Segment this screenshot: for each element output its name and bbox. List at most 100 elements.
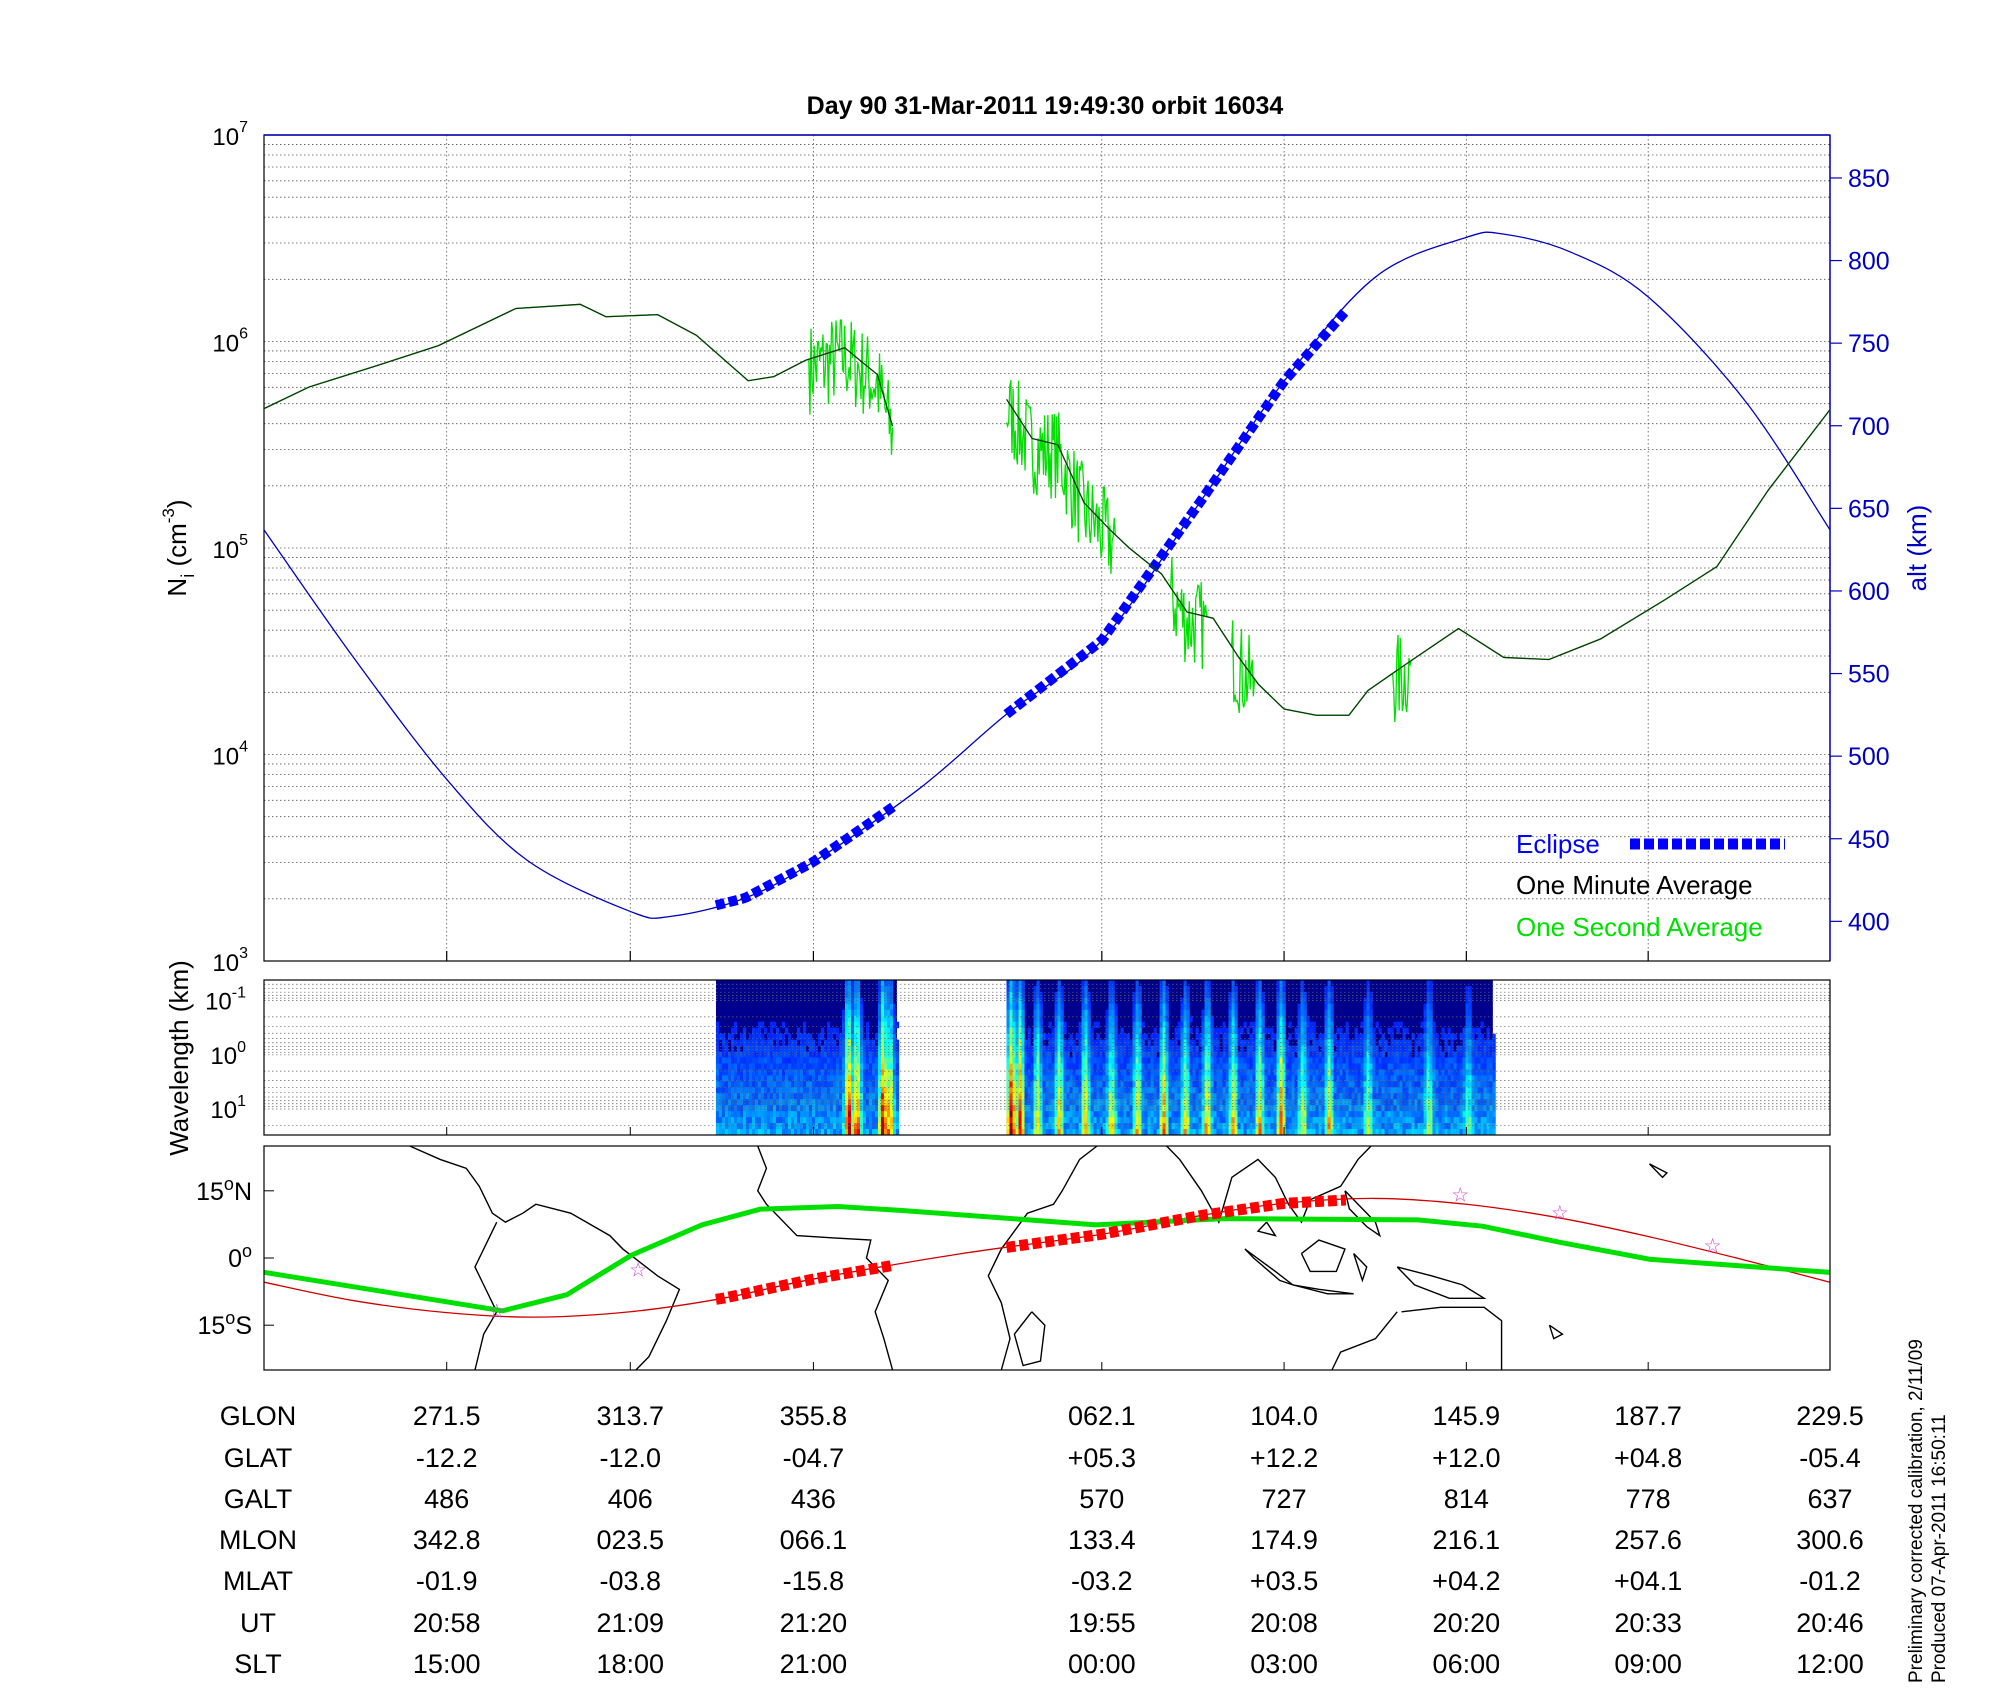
spectrogram-cell <box>1390 1117 1394 1124</box>
spectrogram-cell <box>1477 1051 1481 1058</box>
spectrogram-cell <box>1096 1081 1100 1088</box>
spectrogram-cell <box>1060 1039 1064 1047</box>
spectrogram-cell <box>808 1093 813 1100</box>
spectrogram-cell <box>856 1045 861 1053</box>
spectrogram-cell <box>841 1099 846 1106</box>
spectrogram-cell <box>1093 1069 1097 1076</box>
spectrogram-cell <box>736 1123 741 1130</box>
spectrogram-cell <box>1402 1063 1406 1070</box>
spectrogram-cell <box>1033 1069 1037 1076</box>
spectrogram-cell <box>1402 1123 1406 1130</box>
spectrogram-cell <box>1093 1075 1097 1082</box>
spectrogram-cell <box>874 1123 879 1130</box>
spectrogram-cell <box>1156 1087 1160 1094</box>
spectrogram-cell <box>1105 1039 1109 1047</box>
spectrogram-cell <box>1258 1057 1262 1064</box>
spectrogram-cell <box>1432 1087 1436 1094</box>
spectrogram-cell <box>1111 997 1115 1005</box>
spectrogram-cell <box>799 1111 804 1118</box>
spectrogram-cell <box>1198 1123 1202 1130</box>
spectrogram-cell <box>1333 1075 1337 1082</box>
spectrogram-cell <box>1453 1111 1457 1118</box>
spectrogram-cell <box>1087 1075 1091 1082</box>
spectrogram-cell <box>1276 1087 1280 1094</box>
spectrogram-cell <box>1453 1123 1457 1130</box>
spectrogram-cell <box>1231 980 1235 987</box>
spectrogram-cell <box>1243 1057 1247 1064</box>
spectrogram-cell <box>1411 1087 1415 1094</box>
spectrogram-cell <box>859 1093 864 1100</box>
spectrogram-cell <box>1066 1129 1070 1136</box>
spectrogram-cell <box>826 1123 831 1130</box>
spectrogram-cell <box>1411 1123 1415 1130</box>
spectrogram-cell <box>1363 1063 1367 1070</box>
spectrogram-cell <box>1480 1123 1484 1130</box>
spectrogram-cell <box>1318 1033 1322 1041</box>
spectrogram-cell <box>763 1063 768 1070</box>
spectrogram-cell <box>1348 1075 1352 1082</box>
spectrogram-cell <box>1012 1003 1016 1011</box>
spectrogram-cell <box>760 1099 765 1106</box>
spectrogram-cell <box>763 1099 768 1106</box>
spectrogram-cell <box>784 1045 789 1053</box>
spectrogram-cell <box>1480 1111 1484 1118</box>
spectrogram-cell <box>1234 1117 1238 1124</box>
spectrogram-cell <box>787 1033 792 1041</box>
spectrogram-cell <box>880 1045 885 1053</box>
spectrogram-cell <box>1087 1099 1091 1106</box>
spectrogram-cell <box>1360 1063 1364 1070</box>
spectrogram-cell <box>1456 1051 1460 1058</box>
spectrogram-cell <box>1153 1111 1157 1118</box>
spectrogram-cell <box>1132 1081 1136 1088</box>
spectrogram-cell <box>1132 1039 1136 1047</box>
spectrogram-cell <box>1345 1045 1349 1053</box>
spectrogram-cell <box>1261 1117 1265 1124</box>
spectrogram-cell <box>1300 1057 1304 1064</box>
spectrogram-cell <box>757 1027 762 1035</box>
spectrogram-cell <box>1096 1075 1100 1082</box>
spectrogram-cell <box>1099 1045 1103 1053</box>
spectrogram-cell <box>1477 1027 1481 1035</box>
spectrogram-cell <box>1237 1093 1241 1100</box>
spectrogram-cell <box>1207 1111 1211 1118</box>
spectrogram-cell <box>727 1051 732 1058</box>
spectrogram-cell <box>886 1009 891 1017</box>
spectrogram-cell <box>850 1009 855 1017</box>
spectrogram-cell <box>1138 1009 1142 1017</box>
table-cell: 21:09 <box>596 1608 664 1638</box>
spectrogram-cell <box>766 1123 771 1130</box>
spectrogram-cell <box>1471 1027 1475 1035</box>
spectrogram-cell <box>1051 1117 1055 1124</box>
spectrogram-cell <box>1447 1069 1451 1076</box>
spectrogram-cell <box>874 1069 879 1076</box>
spectrogram-cell <box>1174 1081 1178 1088</box>
spectrogram-cell <box>814 1105 819 1112</box>
spectrogram-cell <box>1069 1105 1073 1112</box>
spectrogram-cell <box>1309 1081 1313 1088</box>
spectrogram-cell <box>1153 1105 1157 1112</box>
spectrogram-cell <box>1336 1111 1340 1118</box>
spectrogram-cell <box>1468 1075 1472 1082</box>
spectrogram-cell <box>1267 1093 1271 1100</box>
table-cell: +03.5 <box>1250 1566 1318 1596</box>
spectrogram-cell <box>1297 1051 1301 1058</box>
spectrogram-cell <box>1216 1129 1220 1136</box>
spectrogram-cell <box>1384 1087 1388 1094</box>
spectrogram-cell <box>1078 1123 1082 1130</box>
spectrogram-cell <box>1159 1027 1163 1035</box>
spectrogram-cell <box>1447 1075 1451 1082</box>
spectrogram-cell <box>781 1087 786 1094</box>
spectrogram-cell <box>1075 1075 1079 1082</box>
spectrogram-cell <box>1078 1069 1082 1076</box>
spectrogram-cell <box>1051 1069 1055 1076</box>
spectrogram-cell <box>1186 1003 1190 1011</box>
spectrogram-cell <box>1363 1075 1367 1082</box>
spectrogram-cell <box>1279 1111 1283 1118</box>
spectrogram-cell <box>1162 980 1166 987</box>
spectrogram-cell <box>853 1027 858 1035</box>
spectrogram-cell <box>895 1111 900 1118</box>
spectrogram-cell <box>1489 1123 1493 1130</box>
spectrogram-cell <box>1327 1045 1331 1053</box>
spectrogram-cell <box>814 1081 819 1088</box>
spectrogram-cell <box>1243 1075 1247 1082</box>
